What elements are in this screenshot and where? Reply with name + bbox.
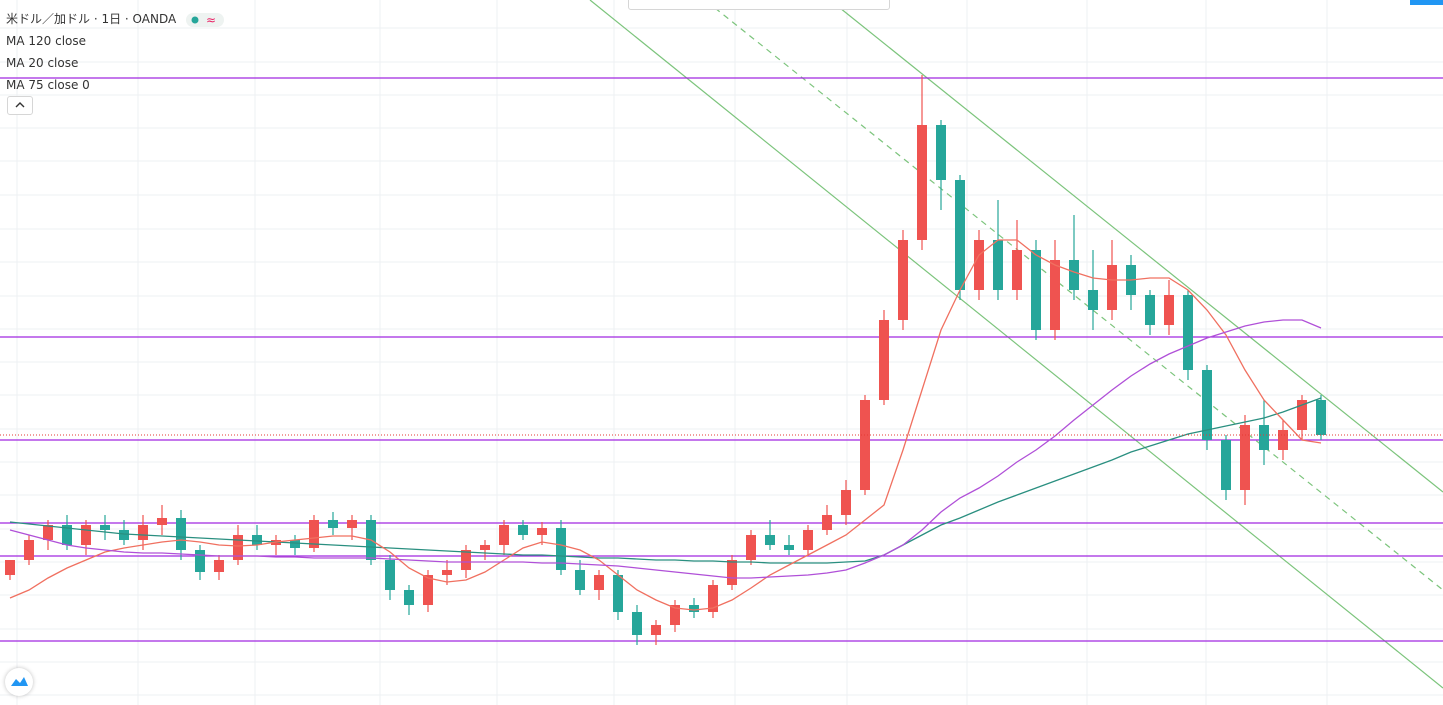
- candle-body: [1012, 250, 1022, 290]
- candle-body: [727, 560, 737, 585]
- moving-average: [9, 239, 1322, 611]
- svg-text:≈: ≈: [206, 13, 216, 27]
- candle-body: [1088, 290, 1098, 310]
- candle-body: [1164, 295, 1174, 325]
- candle-body: [765, 535, 775, 545]
- candle-body: [632, 612, 642, 635]
- candle-body: [955, 180, 965, 290]
- candle-body: [746, 535, 756, 560]
- candle-body: [1202, 370, 1212, 440]
- moving-average: [9, 319, 1322, 579]
- collapse-icon: [15, 102, 25, 108]
- candle-body: [917, 125, 927, 240]
- candle-body: [233, 535, 243, 560]
- candle-body: [1069, 260, 1079, 290]
- candle-body: [176, 518, 186, 550]
- logo[interactable]: [5, 668, 33, 696]
- candle-body: [670, 605, 680, 625]
- candle-body: [993, 240, 1003, 290]
- candle-body: [290, 540, 300, 548]
- indicator-list: MA 120 close MA 20 close MA 75 close 0: [6, 30, 226, 92]
- candle-body: [708, 585, 718, 612]
- candle-body: [1145, 295, 1155, 325]
- candle-body: [537, 528, 547, 535]
- legend-entry: MA 120 close: [6, 34, 87, 48]
- candle-body: [252, 535, 262, 545]
- trend-channel: [589, 0, 1443, 689]
- candle-body: [822, 515, 832, 530]
- candle-body: [5, 560, 15, 575]
- candle-body: [100, 525, 110, 530]
- symbol-title: 米ドル／加ドル · 1日 · OANDA: [6, 12, 177, 26]
- candle-body: [1278, 430, 1288, 450]
- candle-body: [518, 525, 528, 535]
- candle-body: [214, 560, 224, 572]
- candle-body: [442, 570, 452, 575]
- candle-body: [556, 528, 566, 570]
- candle-body: [1031, 250, 1041, 330]
- candle-body: [1297, 400, 1307, 430]
- candle-body: [404, 590, 414, 605]
- candle-body: [81, 525, 91, 545]
- symbol-row: 米ドル／加ドル · 1日 · OANDA ≈: [6, 8, 226, 30]
- candle-body: [974, 240, 984, 290]
- candle-body: [1183, 295, 1193, 370]
- status-icons: ≈: [186, 12, 225, 27]
- candle-body: [651, 625, 661, 635]
- candle-body: [157, 518, 167, 525]
- candle-body: [784, 545, 794, 550]
- candle-body: [62, 525, 72, 545]
- candle-body: [879, 320, 889, 400]
- logo-icon: [11, 677, 28, 686]
- candle-body: [385, 560, 395, 590]
- candle-body: [423, 575, 433, 605]
- candle-body: [347, 520, 357, 528]
- candle-body: [119, 530, 129, 540]
- legend-entry: MA 20 close: [6, 56, 79, 70]
- candle-body: [43, 525, 53, 540]
- moving-average: [9, 397, 1322, 564]
- candle-body: [936, 125, 946, 180]
- candle-body: [480, 545, 490, 550]
- toolbar[interactable]: [628, 0, 890, 10]
- candle-body: [898, 240, 908, 320]
- candle-body: [1316, 400, 1326, 435]
- candle-body: [1107, 265, 1117, 310]
- candle-body: [1050, 260, 1060, 330]
- legend-entry: MA 75 close 0: [6, 78, 90, 92]
- collapse-button[interactable]: [7, 96, 33, 115]
- candle-body: [1221, 440, 1231, 490]
- candle-body: [860, 400, 870, 490]
- candle-body: [575, 570, 585, 590]
- candle-body: [1259, 425, 1269, 450]
- candle-body: [195, 550, 205, 572]
- candle-body: [841, 490, 851, 515]
- candle-body: [499, 525, 509, 545]
- data-layer: [0, 75, 1443, 645]
- candle-body: [803, 530, 813, 550]
- candle-body: [24, 540, 34, 560]
- candle-body: [613, 575, 623, 612]
- candle-body: [328, 520, 338, 528]
- candle-body: [1240, 425, 1250, 490]
- legend: 米ドル／加ドル · 1日 · OANDA ≈ MA 120 close MA 20…: [6, 8, 226, 92]
- candle-body: [594, 575, 604, 590]
- candle-body: [689, 605, 699, 612]
- candle-body: [461, 550, 471, 570]
- candle-body: [309, 520, 319, 548]
- candle-body: [138, 525, 148, 540]
- top-right-button[interactable]: [1410, 0, 1443, 5]
